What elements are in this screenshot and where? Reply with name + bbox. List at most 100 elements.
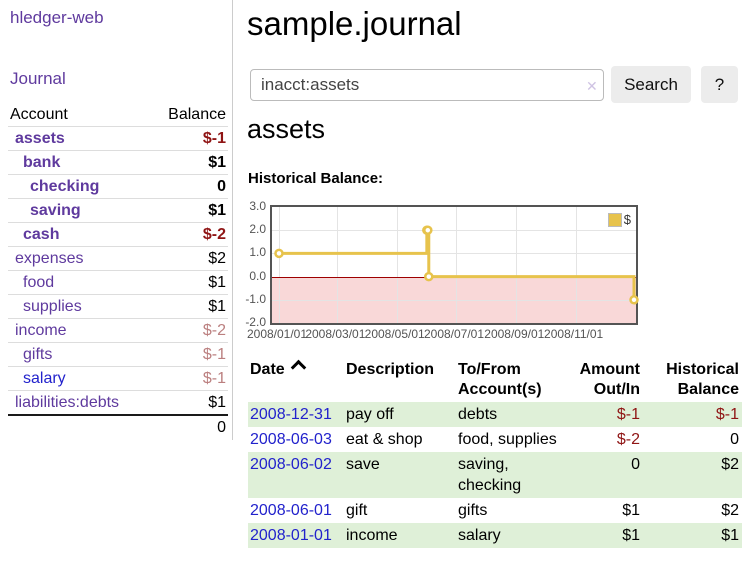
account-balance: $1 bbox=[208, 201, 226, 219]
register-column-header: Description bbox=[346, 361, 435, 378]
x-axis-tick-label: 2008/01/01 bbox=[246, 327, 308, 341]
account-row: saving $1 bbox=[8, 198, 228, 222]
transaction-balance: 0 bbox=[730, 431, 739, 448]
account-balance: $-2 bbox=[202, 321, 226, 339]
transaction-amount: 0 bbox=[631, 456, 640, 473]
chart-label: Historical Balance: bbox=[248, 170, 384, 187]
x-axis-tick-label: 2008/11/01 bbox=[544, 327, 604, 341]
account-link[interactable]: salary bbox=[23, 369, 66, 387]
account-link[interactable]: bank bbox=[23, 153, 61, 171]
gridline bbox=[272, 299, 636, 301]
register-column-header: Amount Out/In bbox=[579, 361, 640, 398]
x-axis-tick-label: 2008/03/01 bbox=[305, 327, 366, 341]
transaction-amount: $-2 bbox=[616, 431, 640, 448]
negative-region bbox=[272, 276, 636, 323]
app-brand-link[interactable]: hledger-web bbox=[10, 8, 104, 27]
transaction-amount: $-1 bbox=[616, 406, 640, 423]
account-row: income $-2 bbox=[8, 318, 228, 342]
account-balance: $1 bbox=[208, 153, 226, 171]
account-total-row: 0 bbox=[8, 414, 228, 439]
account-balance: 0 bbox=[217, 177, 226, 195]
search-button[interactable]: Search bbox=[611, 66, 691, 103]
account-row: cash $-2 bbox=[8, 222, 228, 246]
chart-plot-area: $ bbox=[270, 205, 639, 325]
account-link[interactable]: checking bbox=[30, 177, 100, 195]
gridline bbox=[337, 207, 339, 323]
account-balance: $-1 bbox=[202, 129, 226, 147]
register-row: 2008-01-01 income salary $1 $1 bbox=[248, 523, 742, 548]
account-row: expenses $2 bbox=[8, 246, 228, 270]
transaction-description: income bbox=[346, 527, 398, 544]
total-balance: 0 bbox=[217, 418, 226, 436]
y-axis-tick-label: -1.0 bbox=[245, 291, 266, 306]
gridline bbox=[516, 207, 518, 323]
transaction-description: save bbox=[346, 456, 380, 473]
transaction-balance: $1 bbox=[721, 527, 739, 544]
historical-balance-chart: $ 3.0 2.0 1.0 0.0 -1.0 -2.0 2008/01/01 2008/03/… bbox=[238, 199, 742, 345]
transaction-date-link[interactable]: 2008-12-31 bbox=[250, 406, 332, 423]
account-row: food $1 bbox=[8, 270, 228, 294]
search-input[interactable] bbox=[250, 69, 604, 101]
account-link[interactable]: cash bbox=[23, 225, 60, 243]
sort-ascending-icon bbox=[290, 359, 306, 376]
transaction-date-link[interactable]: 2008-06-02 bbox=[250, 456, 332, 473]
help-button[interactable]: ? bbox=[701, 66, 738, 103]
transaction-accounts: salary bbox=[458, 527, 501, 544]
clear-search-icon[interactable]: ✕ bbox=[586, 78, 598, 94]
balance-series bbox=[274, 225, 639, 305]
account-balance: $1 bbox=[208, 393, 226, 411]
register-row: 2008-06-02 save saving, checking 0 $2 bbox=[248, 452, 742, 498]
account-row: supplies $1 bbox=[8, 294, 228, 318]
transaction-register: Date Description To/From Account(s) Amount … bbox=[248, 359, 742, 548]
gridline bbox=[456, 207, 457, 323]
sidebar-divider bbox=[232, 0, 233, 440]
transaction-date-link[interactable]: 2008-01-01 bbox=[250, 527, 332, 544]
account-link[interactable]: supplies bbox=[23, 297, 82, 315]
page-title: sample.journal bbox=[247, 5, 462, 42]
account-link[interactable]: expenses bbox=[15, 249, 84, 267]
gridline bbox=[272, 253, 636, 255]
account-row: checking 0 bbox=[8, 174, 228, 198]
account-link[interactable]: income bbox=[15, 321, 67, 339]
gridline bbox=[575, 207, 577, 323]
y-axis-tick-label: 0.0 bbox=[249, 268, 266, 283]
x-axis-tick-label: 2008/05/01 bbox=[364, 327, 425, 341]
register-header: Date Description To/From Account(s) Amount … bbox=[248, 359, 742, 400]
transaction-amount: $1 bbox=[622, 502, 640, 519]
account-link[interactable]: food bbox=[23, 273, 55, 291]
account-link[interactable]: assets bbox=[15, 129, 65, 147]
transaction-accounts: saving, checking bbox=[458, 456, 522, 494]
register-column-header[interactable]: Date bbox=[248, 359, 344, 400]
account-link[interactable]: gifts bbox=[23, 345, 53, 363]
x-axis-tick-label: 2008/07/01 bbox=[423, 327, 485, 341]
account-row: salary $-1 bbox=[8, 366, 228, 390]
transaction-accounts: gifts bbox=[458, 502, 488, 519]
y-axis-tick-label: -2.0 bbox=[245, 315, 266, 329]
transaction-date-link[interactable]: 2008-06-01 bbox=[250, 502, 332, 519]
account-row: liabilities:debts $1 bbox=[8, 390, 228, 414]
account-row: bank $1 bbox=[8, 150, 228, 174]
sidebar-journal-link[interactable]: Journal bbox=[10, 69, 66, 88]
y-axis-tick-label: 2.0 bbox=[249, 222, 266, 237]
transaction-description: pay off bbox=[346, 406, 394, 423]
y-axis-tick-label: 1.0 bbox=[249, 245, 266, 260]
legend-swatch-icon bbox=[607, 212, 622, 227]
transaction-description: gift bbox=[346, 502, 368, 519]
account-balance: $1 bbox=[208, 297, 226, 315]
legend-label: $ bbox=[623, 212, 631, 227]
register-row: 2008-06-03 eat & shop food, supplies $-2 0 bbox=[248, 427, 742, 452]
account-link[interactable]: saving bbox=[30, 201, 81, 219]
gridline bbox=[272, 230, 636, 232]
transaction-date-link[interactable]: 2008-06-03 bbox=[250, 431, 332, 448]
balance-column-header: Balance bbox=[168, 105, 226, 123]
account-link[interactable]: liabilities:debts bbox=[15, 393, 120, 411]
account-column-header: Account bbox=[10, 105, 68, 123]
account-balance: $1 bbox=[208, 273, 226, 291]
account-row: gifts $-1 bbox=[8, 342, 228, 366]
account-tree: Account Balance assets $-1 bank $1 checking 0… bbox=[8, 103, 228, 439]
account-balance: $-2 bbox=[202, 225, 226, 243]
account-balance: $-1 bbox=[202, 345, 226, 363]
chart-legend: $ bbox=[607, 212, 631, 227]
account-tree-header: Account Balance bbox=[8, 103, 228, 126]
transaction-accounts: debts bbox=[458, 406, 498, 423]
